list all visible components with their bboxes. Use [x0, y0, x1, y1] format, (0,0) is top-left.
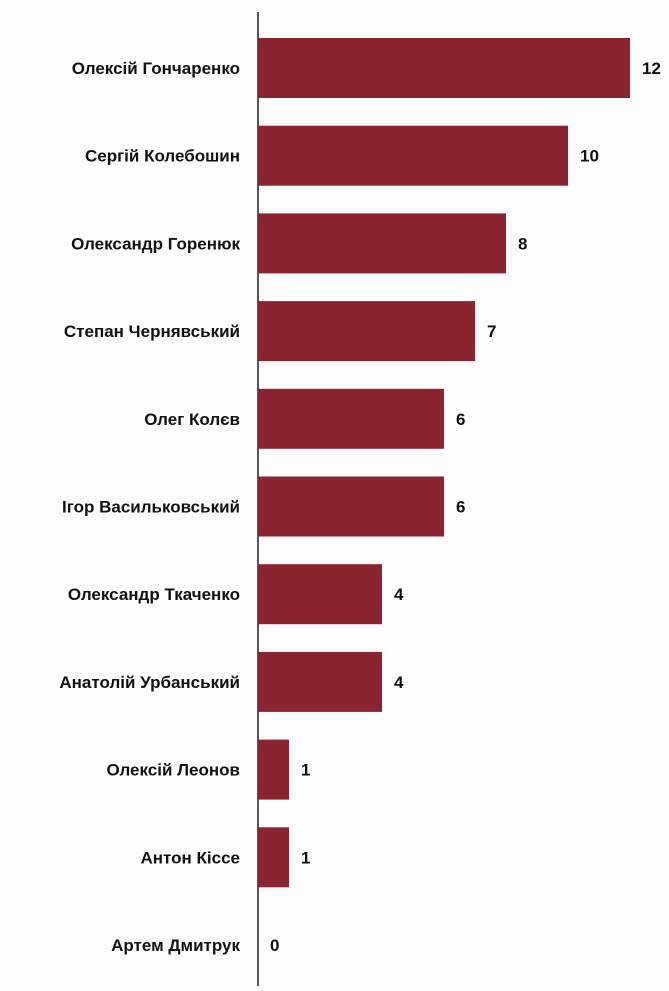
value-label: 6 — [456, 498, 465, 517]
category-label: Артем Дмитрук — [111, 936, 240, 955]
value-label: 0 — [270, 936, 279, 955]
value-label: 1 — [301, 848, 310, 867]
category-label: Олександр Горенюк — [71, 234, 240, 253]
category-label: Олексій Леонов — [106, 761, 240, 780]
category-label: Олександр Ткаченко — [68, 585, 240, 604]
bar — [258, 38, 630, 98]
value-label: 12 — [642, 59, 661, 78]
category-label: Степан Чернявський — [64, 322, 240, 341]
category-label: Сергій Колебошин — [85, 147, 240, 166]
bar — [258, 388, 444, 449]
bar — [258, 301, 475, 362]
bar — [258, 651, 382, 712]
category-labels-group: Олексій Гончаренко Сергій Колебошин Олекса… — [59, 59, 240, 955]
bar — [258, 476, 444, 537]
bar — [258, 213, 506, 274]
bars-group — [258, 38, 630, 888]
value-label: 4 — [394, 673, 404, 692]
value-label: 6 — [456, 410, 465, 429]
category-label: Анатолій Урбанський — [59, 673, 240, 692]
bar — [258, 125, 568, 186]
value-label: 1 — [301, 761, 310, 780]
bar — [258, 827, 289, 888]
bar — [258, 564, 382, 625]
value-label: 10 — [580, 147, 599, 166]
category-label: Антон Кіссе — [141, 848, 241, 867]
value-label: 4 — [394, 585, 404, 604]
value-label: 8 — [518, 234, 527, 253]
category-label: Олег Колєв — [144, 410, 240, 429]
value-label: 7 — [487, 322, 496, 341]
category-label: Олексій Гончаренко — [72, 59, 240, 78]
bar — [258, 739, 289, 800]
category-label: Ігор Васильковський — [62, 498, 240, 517]
